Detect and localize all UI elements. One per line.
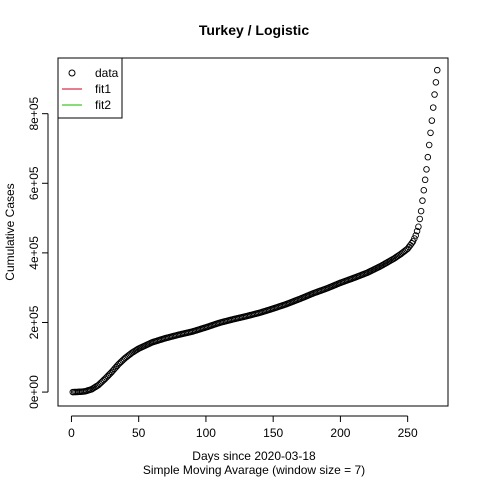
- x-tick-label: 50: [132, 426, 146, 440]
- plot-box: [57, 57, 449, 407]
- chart-subtitle: Simple Moving Avarage (window size = 7): [143, 463, 365, 477]
- chart-title: Turkey / Logistic: [199, 22, 309, 38]
- x-axis-label: Days since 2020-03-18: [192, 449, 316, 463]
- y-axis-label: Cumulative Cases: [3, 183, 17, 280]
- x-axis: 0 50 100 150 200 250: [68, 415, 418, 440]
- x-tick-label: 250: [398, 426, 418, 440]
- x-tick-label: 150: [263, 426, 283, 440]
- data-point: [425, 141, 433, 149]
- data-points: [69, 66, 441, 396]
- x-tick-label: 100: [196, 426, 216, 440]
- y-tick-label: 6e+05: [27, 166, 41, 200]
- y-axis: 0e+00 2e+05 4e+05 6e+05 8e+05: [27, 97, 49, 409]
- data-point: [413, 227, 421, 235]
- data-point: [423, 166, 430, 173]
- data-point: [432, 79, 440, 86]
- data-point: [408, 240, 415, 247]
- data-point: [428, 117, 436, 124]
- data-point: [409, 238, 417, 245]
- data-point: [415, 223, 422, 231]
- legend: data fit1 fit2: [57, 57, 123, 119]
- data-point: [427, 129, 434, 137]
- data-point: [433, 66, 441, 74]
- y-tick-label: 0e+00: [27, 375, 41, 409]
- y-tick-label: 4e+05: [27, 236, 41, 270]
- data-point: [424, 153, 432, 161]
- y-tick-label: 8e+05: [27, 97, 41, 131]
- legend-box: [57, 57, 123, 119]
- data-point: [417, 207, 425, 215]
- data-point: [420, 186, 428, 194]
- y-tick-label: 2e+05: [27, 305, 41, 339]
- data-point: [431, 91, 438, 98]
- legend-label-fit1: fit1: [95, 82, 111, 96]
- data-point: [416, 215, 424, 223]
- data-point: [429, 104, 437, 111]
- data-point: [419, 197, 426, 204]
- x-tick-label: 200: [330, 426, 350, 440]
- data-point: [412, 232, 419, 239]
- legend-label-fit2: fit2: [95, 98, 111, 112]
- legend-label-data: data: [95, 66, 119, 80]
- x-tick-label: 0: [68, 426, 75, 440]
- data-point: [421, 176, 429, 184]
- legend-symbol-data: [68, 69, 76, 77]
- data-point: [411, 235, 418, 242]
